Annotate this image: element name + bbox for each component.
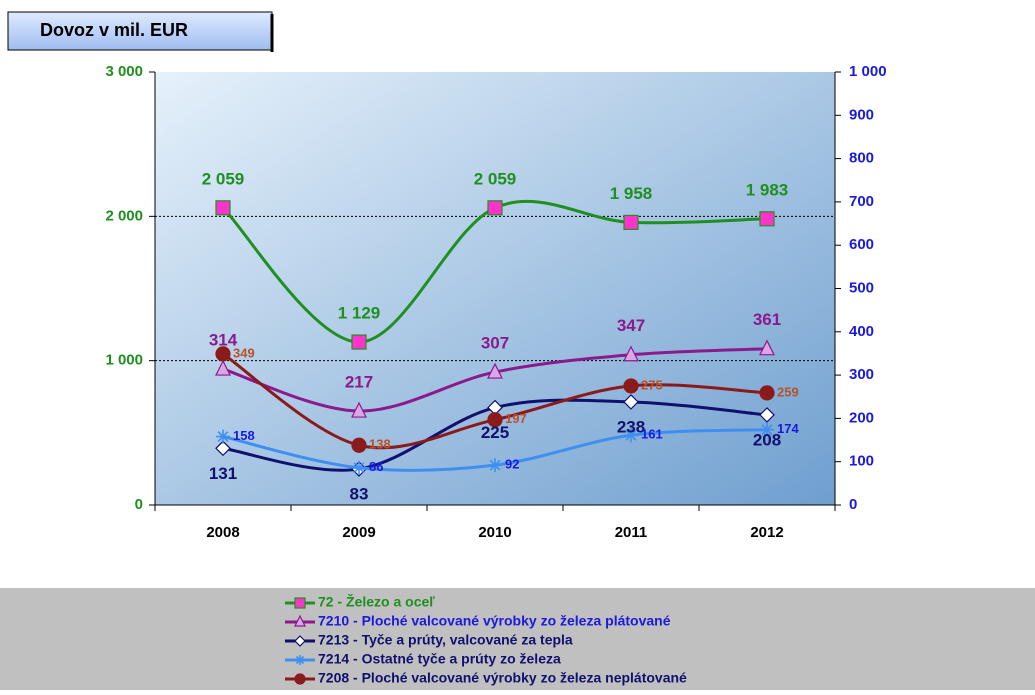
marker [294,635,306,647]
marker [487,412,503,428]
y2-tick-label: 900 [849,106,874,123]
y2-tick-label: 700 [849,193,874,210]
marker [352,460,366,475]
marker [351,401,367,418]
y2-tick-label: 100 [849,453,874,470]
data-label: 2 059 [202,169,245,188]
labels: 2 059 1 129 2 059 1 958 1 983 314 217 307 347 361… [202,169,800,503]
y-tick-label: 3 000 [105,63,143,80]
data-label: 307 [481,334,509,353]
legend-label: 7214 - Ostatné tyče a prúty zo železa [318,651,561,667]
legend-label: 7208 - Ploché valcované výrobky zo želez… [318,670,687,686]
marker [759,407,775,423]
y-tick-label: 1 000 [105,352,143,369]
data-label: 197 [505,411,527,426]
data-label: 259 [777,384,799,399]
series-line [221,199,768,344]
data-label: 314 [209,331,238,350]
legend-label: 72 - Železo a oceľ [318,593,435,610]
x-tick-label: 2011 [615,524,648,541]
data-label: 347 [617,316,645,335]
grid [155,215,835,362]
data-label: 174 [777,421,799,436]
marker [295,655,305,665]
x-tick-label: 2010 [478,524,511,541]
marker [623,214,639,230]
marker [488,458,502,473]
x-tick-label: 2008 [206,524,239,541]
marker [216,429,230,444]
data-label: 1 129 [338,304,381,323]
plot-area [155,72,835,505]
marker [294,597,306,609]
y2-tick-label: 200 [849,409,874,426]
marker [759,339,775,356]
data-label: 92 [505,457,519,472]
marker [215,440,231,457]
marker [215,346,231,362]
title-box [7,11,273,51]
marker [215,359,231,376]
marker [351,334,367,350]
y2-tick-label: 0 [849,496,857,513]
marker [351,437,367,453]
data-label: 275 [641,377,663,392]
series [215,199,775,477]
x-tick-label: 2009 [342,524,375,541]
legend-label: 7213 - Tyče a prúty, valcované za tepla [318,632,573,648]
marker [487,200,503,216]
y-tick-label: 0 [135,496,143,513]
marker [215,200,231,216]
y2-tick-label: 500 [849,279,874,296]
data-label: 2 059 [474,169,517,188]
marker [624,428,638,443]
data-label: 238 [617,417,645,436]
axes: 0 1 000 2 000 3 000 0 100 200 300 400 500 600 700 80… [105,63,886,541]
legend: 72 - Železo a oceľ 7210 - Ploché valcovan… [285,593,687,686]
data-label: 138 [369,437,391,452]
data-label: 83 [350,485,369,504]
legend-label: 7210 - Ploché valcované výrobky zo želez… [318,613,671,629]
marker [294,614,306,627]
y2-tick-label: 1 000 [849,63,887,80]
y2-tick-label: 400 [849,323,874,340]
chart-title: Dovoz v mil. EUR [40,20,188,40]
marker [294,673,306,685]
marker [623,345,639,362]
y-tick-label: 2 000 [105,207,143,224]
x-tick-label: 2012 [750,524,783,541]
data-label: 208 [753,430,781,449]
marker [623,378,639,394]
data-label: 217 [345,373,373,392]
data-label: 225 [481,423,509,442]
data-label: 86 [369,459,383,474]
data-label: 131 [209,464,237,483]
y2-tick-label: 600 [849,236,874,253]
marker [759,211,775,227]
data-label: 158 [233,428,255,443]
legend-box [0,588,1035,690]
y2-tick-label: 800 [849,150,874,167]
data-label: 1 983 [746,180,789,199]
marker [623,394,639,410]
y2-tick-label: 300 [849,366,874,383]
marker [487,362,503,379]
marker [759,385,775,401]
data-label: 1 958 [610,184,653,203]
data-label: 161 [641,427,663,442]
data-label: 349 [233,345,255,360]
marker [760,422,774,437]
data-label: 361 [753,310,781,329]
